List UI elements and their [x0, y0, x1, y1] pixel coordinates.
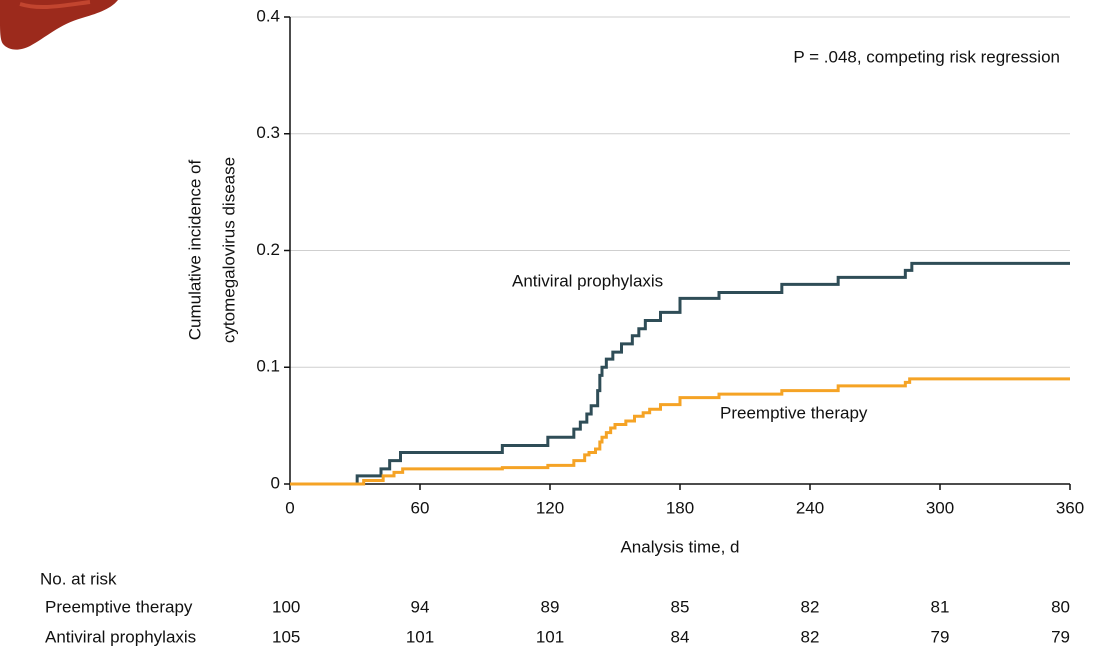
- x-tick-label: 300: [926, 498, 954, 517]
- risk-value: 89: [541, 597, 560, 616]
- risk-table-title: No. at risk: [40, 569, 117, 588]
- y-axis-label: Cumulative incidence of: [185, 159, 204, 340]
- annotation: P = .048, competing risk regression: [793, 47, 1060, 66]
- y-tick-label: 0.2: [256, 240, 280, 259]
- x-tick-label: 60: [411, 498, 430, 517]
- risk-value: 80: [1051, 597, 1070, 616]
- risk-row-name: Antiviral prophylaxis: [45, 627, 196, 646]
- risk-value: 82: [801, 627, 820, 646]
- risk-row-name: Preemptive therapy: [45, 597, 193, 616]
- x-tick-label: 180: [666, 498, 694, 517]
- series-label: Preemptive therapy: [720, 403, 868, 422]
- risk-value: 81: [931, 597, 950, 616]
- organ-highlight: [19, 0, 91, 10]
- x-axis-label: Analysis time, d: [620, 537, 739, 556]
- series-line: [290, 261, 1070, 486]
- risk-value: 82: [801, 597, 820, 616]
- x-tick-label: 120: [536, 498, 564, 517]
- risk-value: 94: [411, 597, 430, 616]
- x-tick-label: 360: [1056, 498, 1084, 517]
- risk-value: 79: [931, 627, 950, 646]
- risk-value: 85: [671, 597, 690, 616]
- organ-illustration: [0, 0, 118, 50]
- risk-value: 100: [272, 597, 300, 616]
- y-tick-label: 0.3: [256, 123, 280, 142]
- risk-value: 101: [536, 627, 564, 646]
- y-tick-label: 0.4: [256, 6, 280, 25]
- x-tick-label: 240: [796, 498, 824, 517]
- risk-value: 105: [272, 627, 300, 646]
- x-tick-label: 0: [285, 498, 294, 517]
- risk-value: 84: [671, 627, 690, 646]
- series-line: [290, 377, 1070, 486]
- series-label: Antiviral prophylaxis: [512, 271, 663, 290]
- risk-value: 79: [1051, 627, 1070, 646]
- y-tick-label: 0: [271, 473, 280, 492]
- risk-value: 101: [406, 627, 434, 646]
- y-tick-label: 0.1: [256, 357, 280, 376]
- y-axis-label: cytomegalovirus disease: [219, 157, 238, 343]
